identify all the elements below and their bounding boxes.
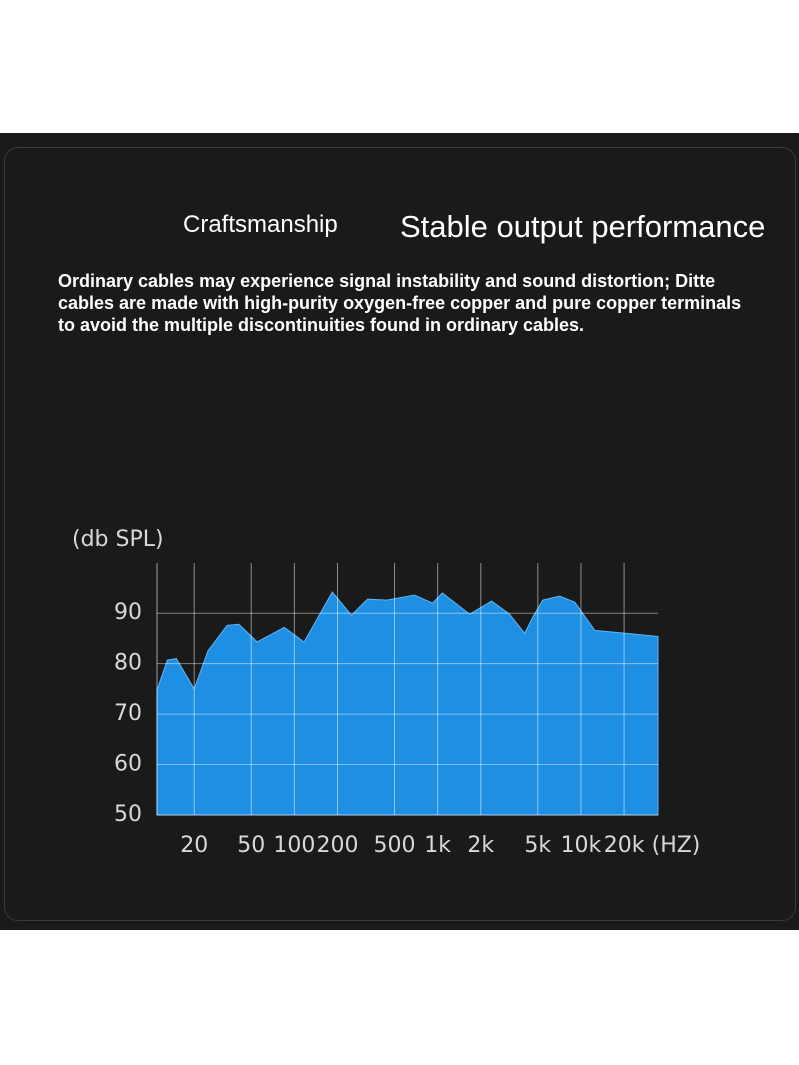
x-tick-label: 200 — [316, 833, 358, 858]
y-axis-label: (db SPL) — [72, 527, 164, 552]
frame — [4, 147, 796, 921]
y-tick-label: 80 — [114, 651, 142, 676]
y-tick-label: 70 — [114, 701, 142, 726]
x-tick-label: 20 — [180, 833, 208, 858]
y-tick-label: 60 — [114, 752, 142, 777]
x-tick-label: 100 — [273, 833, 315, 858]
x-tick-label: 5k — [524, 833, 551, 858]
heading: Craftsmanship — [183, 211, 338, 238]
x-tick-label: 10k — [561, 833, 602, 858]
y-tick-label: 50 — [114, 802, 142, 827]
x-tick-label: 1k — [424, 833, 451, 858]
area — [156, 591, 659, 816]
heading: Stable output performance — [400, 209, 766, 244]
x-tick-label: 2k — [467, 833, 494, 858]
description: Ordinary cables may experience signal in… — [58, 271, 742, 335]
x-tick-label: 50 — [237, 833, 265, 858]
x-tick-label: 500 — [374, 833, 416, 858]
y-tick-label: 90 — [114, 600, 142, 625]
x-tick-label: 20k — [604, 833, 645, 858]
x-axis-label: (HZ) — [652, 833, 701, 858]
